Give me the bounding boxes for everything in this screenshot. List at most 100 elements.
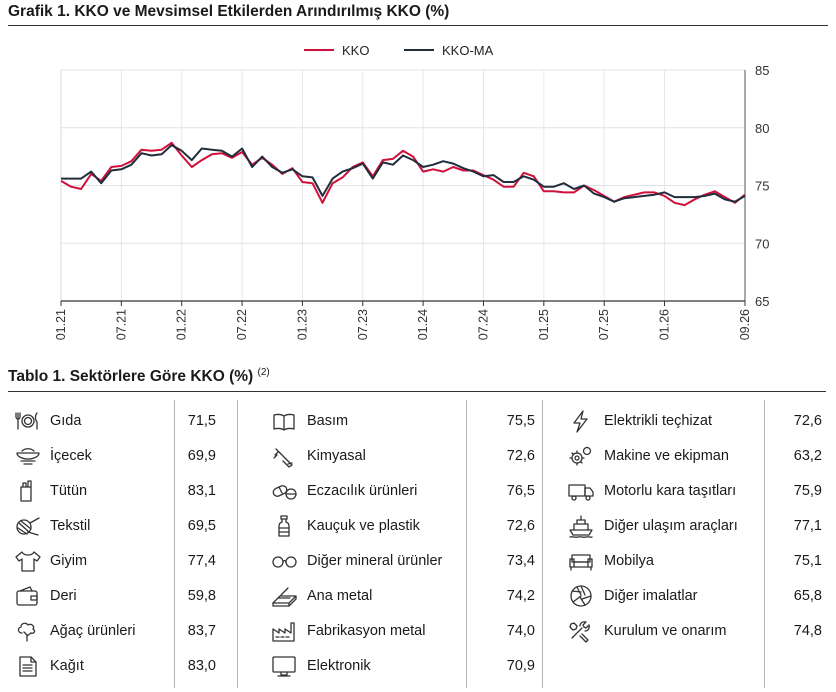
figure-title: Grafik 1. KKO ve Mevsimsel Etkilerden Ar…: [8, 3, 450, 20]
sector-value: 65,8: [793, 588, 822, 604]
x-tick-label: 01.23: [295, 309, 309, 340]
y-tick-label: 75: [755, 179, 769, 194]
sector-value: 74,0: [506, 623, 535, 639]
tobacco-icon: [12, 479, 42, 503]
x-tick-label: 07.25: [597, 309, 611, 340]
column-divider: [466, 400, 467, 688]
sector-value: 72,6: [506, 518, 535, 534]
sector-value: 75,5: [506, 413, 535, 429]
chemical-icon: [269, 444, 299, 468]
sector-label: Tekstil: [50, 518, 91, 534]
sector-label: Kağıt: [50, 658, 84, 674]
x-tick-label: 01.21: [54, 309, 68, 340]
table-row: Kağıt 83,0: [8, 649, 228, 684]
paper-icon: [12, 654, 42, 678]
book-icon: [269, 409, 299, 433]
column-divider: [174, 400, 175, 688]
pill-icon: [269, 479, 299, 503]
sector-value: 59,8: [187, 588, 216, 604]
yarn-icon: [12, 514, 42, 538]
sector-value: 73,4: [506, 553, 535, 569]
table-row: Giyim 77,4: [8, 544, 228, 579]
table-title-note: (2): [257, 367, 270, 378]
table-row: Kimyasal 72,6: [265, 439, 535, 474]
sector-label: Basım: [307, 413, 349, 429]
sector-label: Gıda: [50, 413, 82, 429]
sector-label: Kimyasal: [307, 448, 366, 464]
truck-icon: [566, 479, 596, 503]
sector-label: Fabrikasyon metal: [307, 623, 426, 639]
legend-label-kko-ma: KKO-MA: [442, 43, 494, 58]
table-row: Diğer mineral ürünler 73,4: [265, 544, 535, 579]
bottle-icon: [269, 514, 299, 538]
x-tick-label: 01.22: [175, 309, 189, 340]
x-tick-label: 07.23: [356, 309, 370, 340]
monitor-icon: [269, 654, 299, 678]
sector-label: Mobilya: [604, 553, 654, 569]
title-rule: [8, 25, 828, 26]
table-row: Gıda 71,5: [8, 404, 228, 439]
cutlery-icon: [12, 409, 42, 433]
sector-label: Eczacılık ürünleri: [307, 483, 418, 499]
factory-icon: [269, 619, 299, 643]
x-tick-label: 01.26: [658, 309, 672, 340]
line-chart: 65 70 75 80 85 01.21 07.21 01.22 07.22 01.23 07.23…: [54, 43, 769, 340]
table-row: Tekstil 69,5: [8, 509, 228, 544]
column-divider: [764, 400, 765, 688]
x-tick-label: 07.22: [235, 309, 249, 340]
tree-icon: [12, 619, 42, 643]
table-row: Basım 75,5: [265, 404, 535, 439]
sector-value: 72,6: [793, 413, 822, 429]
table-row: Tütün 83,1: [8, 474, 228, 509]
sector-value: 83,7: [187, 623, 216, 639]
sector-label: Tütün: [50, 483, 88, 499]
table-row: Diğer imalatlar 65,8: [562, 579, 830, 614]
column-divider: [237, 400, 238, 688]
sector-value: 71,5: [187, 413, 216, 429]
sector-value: 77,1: [793, 518, 822, 534]
table-row: Makine ve ekipman 63,2: [562, 439, 830, 474]
sector-label: Diğer mineral ürünler: [307, 553, 443, 569]
sector-label: İçecek: [50, 448, 92, 464]
sector-value: 74,2: [506, 588, 535, 604]
sector-value: 69,9: [187, 448, 216, 464]
sector-value: 83,0: [187, 658, 216, 674]
sector-label: Deri: [50, 588, 77, 604]
glasses-icon: [269, 549, 299, 573]
x-tick-label: 01.24: [416, 309, 430, 340]
sector-label: Makine ve ekipman: [604, 448, 729, 464]
sofa-icon: [566, 549, 596, 573]
table-rule: [8, 391, 826, 392]
y-tick-label: 80: [755, 121, 769, 136]
sector-label: Motorlu kara taşıtları: [604, 483, 737, 499]
shirt-icon: [12, 549, 42, 573]
table-row: Elektronik 70,9: [265, 649, 535, 684]
table-row: Kauçuk ve plastik 72,6: [265, 509, 535, 544]
column-divider: [542, 400, 543, 688]
table-row: Kurulum ve onarım 74,8: [562, 614, 830, 649]
sector-value: 70,9: [506, 658, 535, 674]
sector-label: Diğer ulaşım araçları: [604, 518, 738, 534]
aperture-icon: [566, 584, 596, 608]
table-title: Tablo 1. Sektörlere Göre KKO (%) (2): [8, 367, 270, 386]
x-tick-label: 01.25: [537, 309, 551, 340]
y-tick-label: 65: [755, 294, 769, 309]
wallet-icon: [12, 584, 42, 608]
table-row: İçecek 69,9: [8, 439, 228, 474]
table-row: Motorlu kara taşıtları 75,9: [562, 474, 830, 509]
sector-label: Ana metal: [307, 588, 373, 604]
x-tick-label: 09.26: [738, 309, 752, 340]
sector-value: 74,8: [793, 623, 822, 639]
table-row: Ana metal 74,2: [265, 579, 535, 614]
y-tick-label: 85: [755, 63, 769, 78]
sector-label: Ağaç ürünleri: [50, 623, 136, 639]
sector-value: 83,1: [187, 483, 216, 499]
legend-label-kko: KKO: [342, 43, 369, 58]
sector-label: Elektrikli teçhizat: [604, 413, 712, 429]
ship-icon: [566, 514, 596, 538]
y-tick-label: 70: [755, 236, 769, 251]
table-row: Fabrikasyon metal 74,0: [265, 614, 535, 649]
sector-value: 69,5: [187, 518, 216, 534]
table-row: Diğer ulaşım araçları 77,1: [562, 509, 830, 544]
table-row: Deri 59,8: [8, 579, 228, 614]
